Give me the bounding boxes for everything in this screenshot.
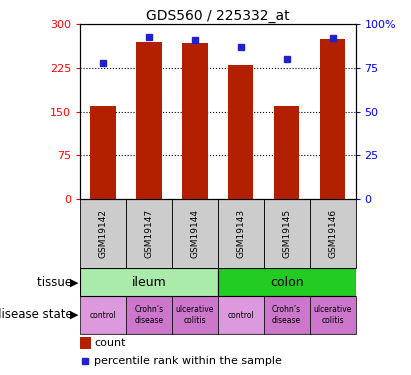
Bar [136,42,162,199]
Text: GSM19144: GSM19144 [190,209,199,258]
Bar [80,296,126,334]
Bar [264,199,309,268]
Bar [218,199,264,268]
Bar [182,43,208,199]
Bar [320,39,345,199]
Text: ileum: ileum [132,276,166,289]
Text: count: count [94,338,125,348]
Text: Crohn’s
disease: Crohn’s disease [134,305,164,325]
Text: disease state: disease state [0,309,76,321]
Bar [309,199,356,268]
Text: ▶: ▶ [70,310,79,320]
Text: tissue: tissue [37,276,76,289]
Text: control: control [90,310,116,320]
Text: colon: colon [270,276,303,289]
Text: ▶: ▶ [70,277,79,287]
Text: GSM19146: GSM19146 [328,209,337,258]
Bar [80,268,218,296]
Bar [264,296,309,334]
Text: GSM19143: GSM19143 [236,209,245,258]
Text: GSM19142: GSM19142 [99,209,108,258]
Bar [126,296,172,334]
Text: percentile rank within the sample: percentile rank within the sample [94,356,282,366]
Text: ulcerative
colitis: ulcerative colitis [175,305,214,325]
Bar [218,296,264,334]
Bar [172,199,218,268]
Text: GSM19147: GSM19147 [145,209,153,258]
Bar [172,296,218,334]
Text: ulcerative
colitis: ulcerative colitis [313,305,352,325]
Bar [80,199,126,268]
Title: GDS560 / 225332_at: GDS560 / 225332_at [146,9,290,23]
Text: Crohn’s
disease: Crohn’s disease [272,305,301,325]
Bar [274,106,299,199]
Bar [218,268,356,296]
Text: control: control [227,310,254,320]
Bar [80,337,90,349]
Bar [228,65,254,199]
Bar [309,296,356,334]
Text: GSM19145: GSM19145 [282,209,291,258]
Bar [126,199,172,268]
Bar [90,106,116,199]
